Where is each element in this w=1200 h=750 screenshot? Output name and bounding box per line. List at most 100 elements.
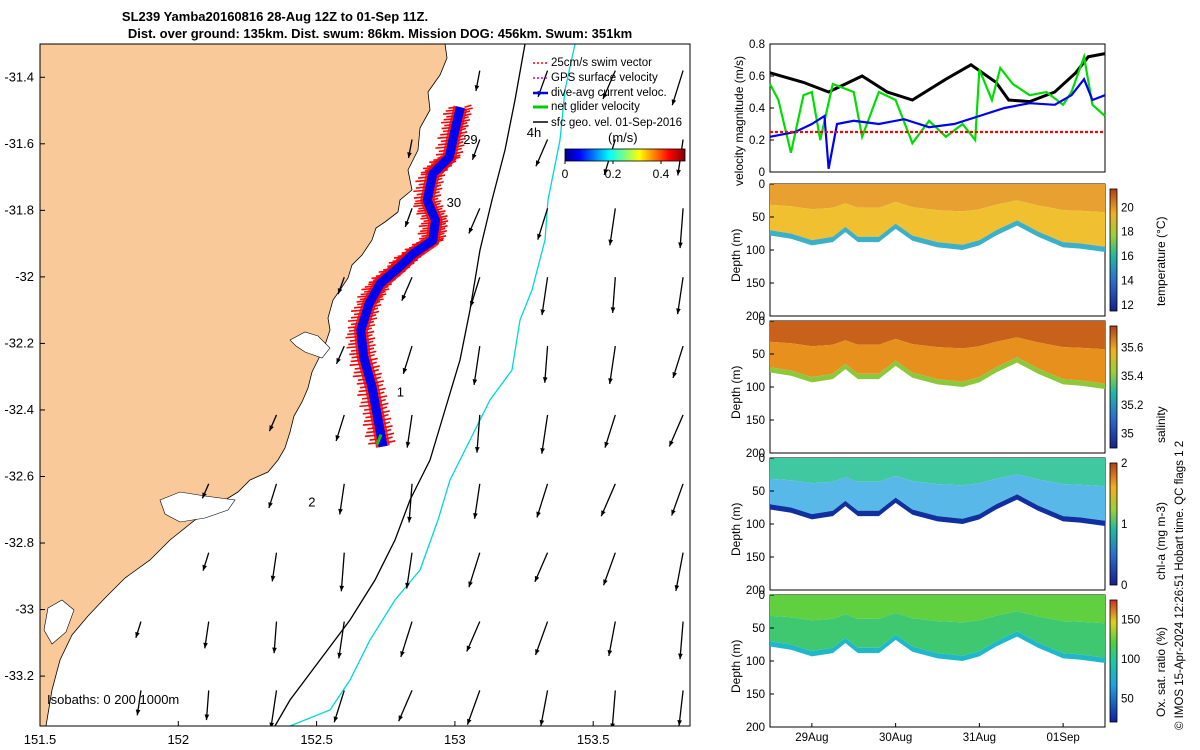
geo-vector-head [537, 233, 542, 240]
section-panel: 0 50 100 150 200 Depth (m) 50 100 150 Ox. sat. ra… [729, 590, 1168, 744]
isobaths-label: Isobaths: 0 200 1000m [47, 692, 179, 707]
section-ytick-label: 50 [752, 349, 765, 361]
section-ytick-label: 150 [746, 552, 765, 564]
velocity-series-line [769, 52, 1106, 154]
geo-vector [609, 208, 616, 246]
day-labels: 29 30 1 2 4h [308, 125, 541, 509]
legend-diveavg-label: dive-avg current veloc. [551, 87, 667, 99]
section-panel: 0 50 100 150 200 Depth (m) 12 14 16 18 20 temperatu… [729, 179, 1168, 323]
velocity-ytick-label: 0.2 [749, 135, 765, 147]
speed-colorbar: (m/s) 0 0.2 0.4 [562, 130, 686, 181]
map-legend: 25cm/s swim vector GPS surface velocity … [533, 57, 682, 129]
isobath-200m [274, 44, 526, 726]
map-xtick-label: 153.5 [577, 732, 610, 747]
geo-vector-head [671, 509, 676, 516]
geo-vector [476, 414, 481, 453]
geo-vector-head [608, 378, 613, 384]
geo-vector-head [402, 367, 408, 374]
geo-vector-head [472, 153, 477, 160]
section-colorbar-tick: 150 [1121, 615, 1140, 627]
geo-vector [536, 483, 549, 518]
geo-vector-head [337, 288, 343, 295]
map-ytick-label: -32.2 [4, 335, 34, 350]
geo-vector-head [336, 357, 341, 364]
swim-vector [464, 104, 472, 108]
section-colorbar-tick: 18 [1121, 227, 1134, 239]
geo-vector [473, 483, 481, 519]
map-ytick-label: -32 [15, 269, 34, 284]
geo-vector [534, 621, 549, 656]
section-ytick-label: 0 [759, 590, 765, 602]
geo-vector-head [335, 434, 341, 441]
map-ytick-label: -32.8 [4, 535, 34, 550]
geo-vector-head [669, 440, 674, 447]
velocity-series [769, 52, 1106, 170]
section-ytick-label: 0 [759, 179, 765, 191]
geo-vector [408, 483, 413, 523]
geo-vector-head [268, 502, 273, 509]
geo-vector [406, 552, 413, 589]
geo-vector [676, 277, 684, 315]
geo-vector-head [135, 631, 140, 638]
geo-vector-head [405, 582, 410, 589]
section-colorbar-tick: 16 [1121, 251, 1134, 263]
geo-vector-head [608, 239, 614, 246]
geo-vector-head [676, 169, 681, 176]
colorbar-tick-label: 0.4 [653, 167, 670, 181]
map-ytick-label: -32.4 [4, 402, 34, 417]
day-label: 29 [463, 132, 477, 147]
velocity-panel: 0 0.2 0.4 0.6 0.8 velocity magnitude (m/s) [732, 39, 1106, 186]
geo-vector [541, 414, 549, 454]
geo-vector [671, 483, 684, 516]
geo-vector [679, 621, 684, 660]
geo-vector-head [475, 446, 480, 453]
geo-vector-head [269, 425, 274, 432]
geo-vector-head [542, 377, 548, 383]
colorbar-tick-label: 0 [562, 167, 569, 181]
geo-vector [540, 690, 549, 726]
net-glider-vector [375, 433, 383, 446]
section-layer-low [770, 220, 1105, 252]
geo-vector [473, 345, 481, 386]
geo-vector-head [339, 585, 345, 592]
section-ytick-label: 200 [746, 722, 765, 734]
credit-line: © IMOS 15-Apr-2024 12:26:51 Hobart time.… [1174, 440, 1186, 730]
chart-title-line-1: SL239 Yamba20160816 28-Aug 12Z to 01-Sep… [121, 9, 429, 24]
section-ytick-label: 100 [746, 519, 765, 531]
section-layer-mid [770, 474, 1105, 521]
map-panel: 151.5 152 152.5 153 153.5 -31.4 -31.6 -31.8 -32 -… [4, 43, 691, 747]
geo-vector [398, 690, 413, 722]
geo-vector-head [607, 650, 613, 656]
map-ytick-label: -31.6 [4, 136, 34, 151]
section-colorbar-label: salinity [1154, 406, 1168, 443]
section-ytick-label: 100 [746, 656, 765, 668]
geo-vector-head [407, 152, 412, 158]
geo-vector-head [337, 652, 342, 659]
geo-vector [675, 552, 684, 591]
geo-vector [608, 621, 616, 657]
velocity-ticks: 0 0.2 0.4 0.6 0.8 [749, 39, 774, 179]
geo-vector [466, 690, 481, 725]
geo-vector-head [674, 584, 680, 591]
geo-vector-head [671, 99, 677, 106]
map-xtick-label: 153 [444, 732, 466, 747]
section-panel: 0 50 100 150 200 Depth (m) 35 35.2 35.4 35.6 salin… [729, 316, 1168, 460]
geo-vector-head [270, 575, 276, 582]
colorbar-tick-label: 0.2 [605, 167, 622, 181]
section-ylabel: Depth (m) [729, 503, 743, 556]
section-layer-mid [770, 200, 1105, 247]
velocity-ytick-label: 0.6 [749, 71, 765, 83]
section-ytick-label: 150 [746, 689, 765, 701]
section-colorbar-tick: 100 [1121, 654, 1140, 666]
geo-vector-head [398, 715, 404, 722]
section-ytick-label: 150 [746, 415, 765, 427]
geo-vector [338, 621, 345, 659]
section-layer-low [770, 494, 1105, 526]
map-xtick-label: 152.5 [300, 732, 333, 747]
geo-vector-head [678, 242, 683, 249]
section-ytick-label: 50 [752, 486, 765, 498]
section-ytick-label: 200 [746, 311, 765, 323]
geo-vector [611, 690, 616, 726]
